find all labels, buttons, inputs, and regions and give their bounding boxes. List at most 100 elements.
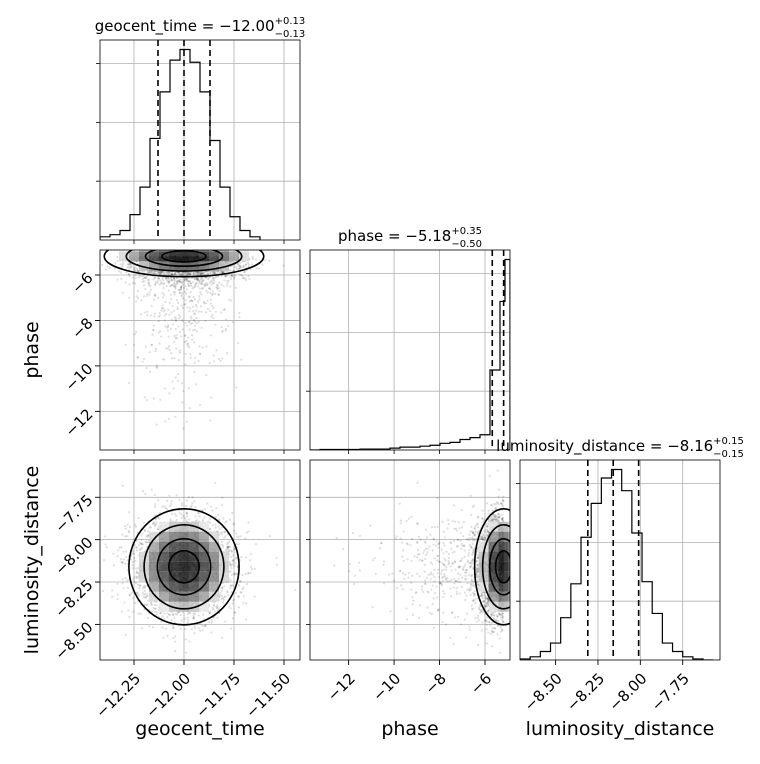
scatter-point (145, 367, 147, 369)
scatter-point (144, 585, 146, 587)
scatter-point (251, 568, 253, 570)
scatter-point (231, 274, 233, 276)
scatter-point (146, 311, 148, 313)
scatter-point (223, 285, 225, 287)
scatter-point (184, 628, 186, 630)
scatter-point (233, 548, 235, 550)
scatter-point (209, 522, 211, 524)
scatter-point (294, 589, 296, 591)
scatter-point (261, 264, 263, 266)
scatter-point (140, 313, 142, 315)
scatter-point (234, 266, 236, 268)
scatter-point (200, 293, 202, 295)
scatter-point (157, 280, 159, 282)
scatter-point (212, 607, 214, 609)
scatter-point (171, 319, 173, 321)
scatter-point (245, 618, 247, 620)
scatter-point (129, 275, 131, 277)
scatter-point (187, 306, 189, 308)
scatter-point (109, 267, 111, 269)
scatter-point (200, 305, 202, 307)
joint-panel-geocent_time-luminosity_distance (100, 460, 300, 660)
scatter-point (175, 285, 177, 287)
scatter-point (189, 307, 191, 309)
scatter-point (179, 352, 181, 354)
panel-bg (310, 250, 510, 450)
scatter-point (171, 619, 173, 621)
scatter-point (154, 350, 156, 352)
scatter-point (166, 285, 168, 287)
scatter-point (200, 311, 202, 313)
scatter-point (207, 299, 209, 301)
scatter-point (197, 285, 199, 287)
scatter-point (244, 573, 246, 575)
scatter-point (144, 288, 146, 290)
scatter-point (178, 272, 180, 274)
scatter-point (139, 275, 141, 277)
scatter-point (191, 496, 193, 498)
scatter-point (206, 282, 208, 284)
scatter-point (122, 292, 124, 294)
title-plus: +0.35 (451, 226, 482, 237)
scatter-point (168, 289, 170, 291)
scatter-point (212, 282, 214, 284)
scatter-point (162, 637, 164, 639)
scatter-point (137, 517, 139, 519)
scatter-point (268, 260, 270, 262)
scatter-point (120, 546, 122, 548)
scatter-point (159, 399, 161, 401)
scatter-point (175, 347, 177, 349)
scatter-point (195, 383, 197, 385)
scatter-point (199, 353, 201, 355)
scatter-point (159, 279, 161, 281)
scatter-point (126, 266, 128, 268)
scatter-point (175, 328, 177, 330)
scatter-point (105, 268, 107, 270)
scatter-point (188, 496, 190, 498)
scatter-point (230, 584, 232, 586)
scatter-point (184, 303, 186, 305)
scatter-point (179, 281, 181, 283)
scatter-point (146, 314, 148, 316)
scatter-point (247, 522, 249, 524)
scatter-point (219, 543, 221, 545)
scatter-point (221, 544, 223, 546)
scatter-point (151, 305, 153, 307)
scatter-point (167, 329, 169, 331)
scatter-point (202, 613, 204, 615)
scatter-point (185, 299, 187, 301)
scatter-point (181, 304, 183, 306)
scatter-point (138, 595, 140, 597)
scatter-point (149, 351, 151, 353)
scatter-point (190, 299, 192, 301)
scatter-point (235, 386, 237, 388)
scatter-point (248, 263, 250, 265)
scatter-point (252, 256, 254, 258)
scatter-point (116, 583, 118, 585)
scatter-point (127, 609, 129, 611)
scatter-point (226, 352, 228, 354)
scatter-point (127, 524, 129, 526)
density-cell (179, 251, 189, 261)
scatter-point (191, 339, 193, 341)
scatter-point (144, 311, 146, 313)
scatter-point (224, 308, 226, 310)
scatter-point (120, 558, 122, 560)
scatter-point (176, 613, 178, 615)
scatter-point (173, 294, 175, 296)
scatter-point (158, 284, 160, 286)
scatter-point (118, 270, 120, 272)
scatter-point (224, 275, 226, 277)
scatter-point (129, 594, 131, 596)
scatter-point (226, 543, 228, 545)
scatter-point (136, 549, 138, 551)
scatter-point (182, 328, 184, 330)
scatter-point (206, 503, 208, 505)
scatter-point (201, 625, 203, 627)
scatter-point (173, 278, 175, 280)
scatter-point (151, 611, 153, 613)
scatter-point (191, 628, 193, 630)
scatter-point (124, 525, 126, 527)
scatter-point (192, 310, 194, 312)
scatter-point (244, 271, 246, 273)
